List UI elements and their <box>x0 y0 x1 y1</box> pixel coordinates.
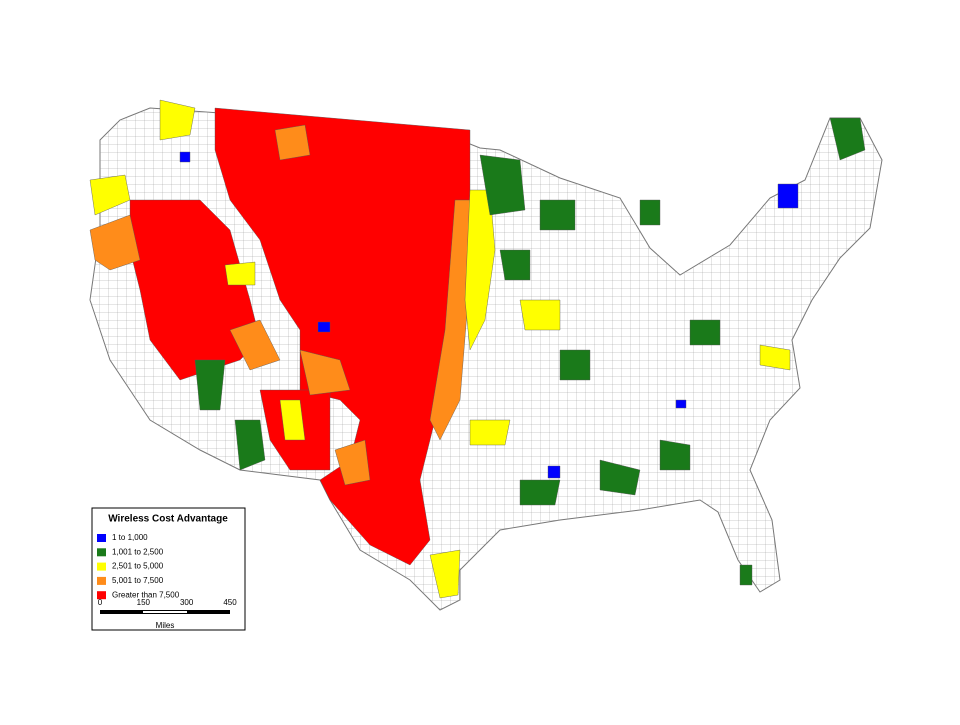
legend-swatch <box>97 576 106 585</box>
county-group <box>159 99 196 141</box>
scale-unit: Miles <box>156 621 175 630</box>
county-group <box>539 199 576 231</box>
county-group <box>599 459 641 496</box>
scale-tick-label: 0 <box>98 598 103 607</box>
legend-title: Wireless Cost Advantage <box>108 514 228 525</box>
scale-tick-label: 150 <box>137 598 151 607</box>
scale-bar: Miles 0 150 300 450 <box>98 598 237 630</box>
county-group <box>559 349 591 381</box>
legend-box <box>91 507 246 631</box>
county-group <box>777 183 799 209</box>
county-group <box>299 349 351 396</box>
county-group <box>547 465 561 479</box>
scale-bar-segment <box>143 611 187 613</box>
county-group <box>317 321 331 333</box>
legend-label: 1,001 to 2,500 <box>112 547 164 556</box>
county-group <box>675 399 687 409</box>
county-group <box>179 151 191 163</box>
county-group <box>479 154 526 216</box>
county-group <box>739 564 753 586</box>
county-group <box>129 199 261 381</box>
county-classes <box>89 99 866 599</box>
county-group <box>234 419 266 471</box>
county-group <box>429 549 461 599</box>
county-group <box>274 124 311 161</box>
county-group <box>519 479 561 506</box>
county-group <box>224 261 256 286</box>
county-group <box>194 359 226 411</box>
legend-swatch <box>97 548 106 557</box>
county-group <box>659 439 691 471</box>
legend-label: 1 to 1,000 <box>112 533 148 542</box>
legend-label: Greater than 7,500 <box>112 590 180 599</box>
legend-label: 5,001 to 7,500 <box>112 576 164 585</box>
legend-label: 2,501 to 5,000 <box>112 562 164 571</box>
scale-tick-label: 450 <box>223 598 237 607</box>
county-group <box>334 439 371 486</box>
legend-swatch <box>97 591 106 600</box>
county-group <box>279 399 306 441</box>
county-group <box>689 319 721 346</box>
county-group <box>829 117 866 161</box>
county-group <box>499 249 531 281</box>
county-group <box>229 319 281 371</box>
scale-tick-label: 300 <box>180 598 194 607</box>
county-group <box>469 419 511 446</box>
county-group <box>89 214 141 271</box>
legend: Wireless Cost Advantage 1 to 1,000 1,001 … <box>91 507 246 631</box>
county-group <box>759 344 791 371</box>
legend-swatch <box>97 534 106 542</box>
county-group <box>519 299 561 331</box>
legend-swatch <box>97 562 106 571</box>
county-group <box>639 199 661 226</box>
county-group <box>89 174 131 216</box>
